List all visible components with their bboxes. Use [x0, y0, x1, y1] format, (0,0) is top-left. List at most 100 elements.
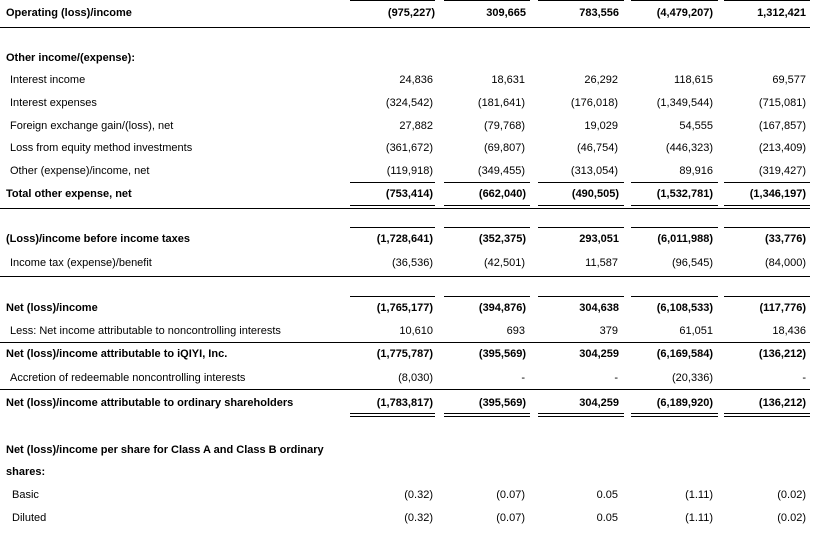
cell-value: (446,323): [665, 142, 713, 154]
rule-line: [350, 413, 435, 414]
rule-line: [724, 0, 810, 1]
table-row: Basic (0.32) (0.07) 0.05 (1.11) (0.02): [0, 485, 840, 505]
cell-value: (213,409): [758, 142, 806, 154]
cell-value: (96,545): [672, 257, 713, 269]
cell-value: (715,081): [758, 97, 806, 109]
cell-value: (1.11): [685, 512, 713, 524]
rule-line: [350, 227, 435, 228]
cell-value: (6,011,988): [657, 233, 713, 245]
cell-value: (349,455): [477, 165, 525, 177]
rule-line: [444, 413, 530, 414]
cell-value: 69,577: [772, 74, 806, 86]
table-row: Accretion of redeemable noncontrolling i…: [0, 368, 840, 388]
row-label: Net (loss)/income attributable to iQIYI,…: [6, 348, 228, 360]
total-row: Net (loss)/income attributable to ordina…: [0, 393, 840, 413]
table-row: Net (loss)/income (1,765,177) (394,876) …: [0, 298, 840, 318]
rule-line: [0, 342, 810, 343]
cell-value: (36,536): [392, 257, 433, 269]
cell-value: (324,542): [385, 97, 433, 109]
cell-value: (136,212): [758, 348, 806, 360]
cell-value: (6,169,584): [656, 348, 713, 360]
table-row: Net (loss)/income attributable to iQIYI,…: [0, 344, 840, 364]
row-label: Operating (loss)/income: [6, 7, 132, 19]
rule-line: [444, 227, 530, 228]
cell-value: 19,029: [584, 120, 618, 132]
cell-value: (975,227): [387, 7, 435, 19]
row-label: Interest income: [10, 74, 86, 86]
rule-line: [350, 416, 435, 417]
rule-line: [538, 413, 624, 414]
cell-value: 26,292: [584, 74, 618, 86]
cell-value: 89,916: [679, 165, 713, 177]
row-label: Net (loss)/income attributable to ordina…: [6, 397, 294, 409]
cell-value: (319,427): [758, 165, 806, 177]
cell-value: (117,776): [759, 302, 806, 314]
table-row: Operating (loss)/income (975,227) 309,66…: [0, 3, 840, 23]
cell-value: 10,610: [399, 325, 433, 337]
cell-value: (6,189,920): [656, 397, 713, 409]
rule-line: [724, 416, 810, 417]
cell-value: (42,501): [484, 257, 525, 269]
cell-value: (119,918): [386, 165, 433, 177]
cell-value: (8,030): [398, 372, 433, 384]
table-row: Income tax (expense)/benefit (36,536) (4…: [0, 253, 840, 273]
cell-value: -: [614, 372, 618, 384]
cell-value: 304,638: [579, 302, 619, 314]
rule-line: [538, 0, 624, 1]
rule-line: [0, 27, 810, 28]
rule-line: [444, 296, 530, 297]
table-row: Interest income 24,836 18,631 26,292 118…: [0, 70, 840, 90]
cell-value: (0.07): [496, 489, 525, 501]
cell-value: -: [521, 372, 525, 384]
table-row: Diluted (0.32) (0.07) 0.05 (1.11) (0.02): [0, 508, 840, 528]
cell-value: 11,587: [585, 257, 618, 269]
cell-value: (20,336): [672, 372, 713, 384]
cell-value: -: [802, 372, 806, 384]
cell-value: (33,776): [765, 233, 806, 245]
row-label: Loss from equity method investments: [10, 142, 193, 154]
rule-line: [538, 205, 624, 206]
rule-line: [350, 296, 435, 297]
row-label: Basic: [12, 489, 39, 501]
total-row: Total other expense, net (753,414) (662,…: [0, 184, 840, 204]
cell-value: (1,346,197): [749, 188, 806, 200]
cell-value: 783,556: [579, 7, 619, 19]
row-label: shares:: [6, 466, 46, 478]
cell-value: 309,665: [486, 7, 526, 19]
rule-line: [631, 182, 718, 183]
row-label: Diluted: [12, 512, 47, 524]
cell-value: (69,807): [484, 142, 525, 154]
cell-value: (352,375): [478, 233, 526, 245]
cell-value: (1,349,544): [656, 97, 713, 109]
table-row: Foreign exchange gain/(loss), net 27,882…: [0, 116, 840, 136]
cell-value: (181,641): [477, 97, 525, 109]
cell-value: (4,479,207): [656, 7, 713, 19]
rule-line: [631, 205, 718, 206]
rule-line: [350, 205, 435, 206]
cell-value: (0.32): [404, 512, 433, 524]
cell-value: (0.07): [496, 512, 525, 524]
rule-line: [444, 205, 530, 206]
cell-value: (176,018): [570, 97, 618, 109]
section-header: Other income/(expense):: [0, 48, 840, 68]
cell-value: 304,259: [579, 397, 619, 409]
cell-value: 118,615: [674, 74, 713, 86]
rule-line: [724, 182, 810, 183]
cell-value: (490,505): [571, 188, 619, 200]
cell-value: (79,768): [484, 120, 525, 132]
cell-value: (1,765,177): [376, 302, 433, 314]
cell-value: 1,312,421: [757, 7, 806, 19]
row-label: Net (loss)/income per share for Class A …: [6, 444, 324, 456]
table-row: Less: Net income attributable to noncont…: [0, 321, 840, 341]
rule-line: [538, 416, 624, 417]
cell-value: 693: [506, 325, 525, 337]
table-row: Other (expense)/income, net (119,918) (3…: [0, 161, 840, 181]
rule-line: [0, 276, 810, 277]
cell-value: 293,051: [579, 233, 619, 245]
cell-value: (1,532,781): [656, 188, 713, 200]
cell-value: (6,108,533): [656, 302, 713, 314]
row-label: Net (loss)/income: [6, 302, 98, 314]
cell-value: (1,728,641): [376, 233, 433, 245]
cell-value: (1,783,817): [376, 397, 433, 409]
rule-line: [724, 296, 810, 297]
